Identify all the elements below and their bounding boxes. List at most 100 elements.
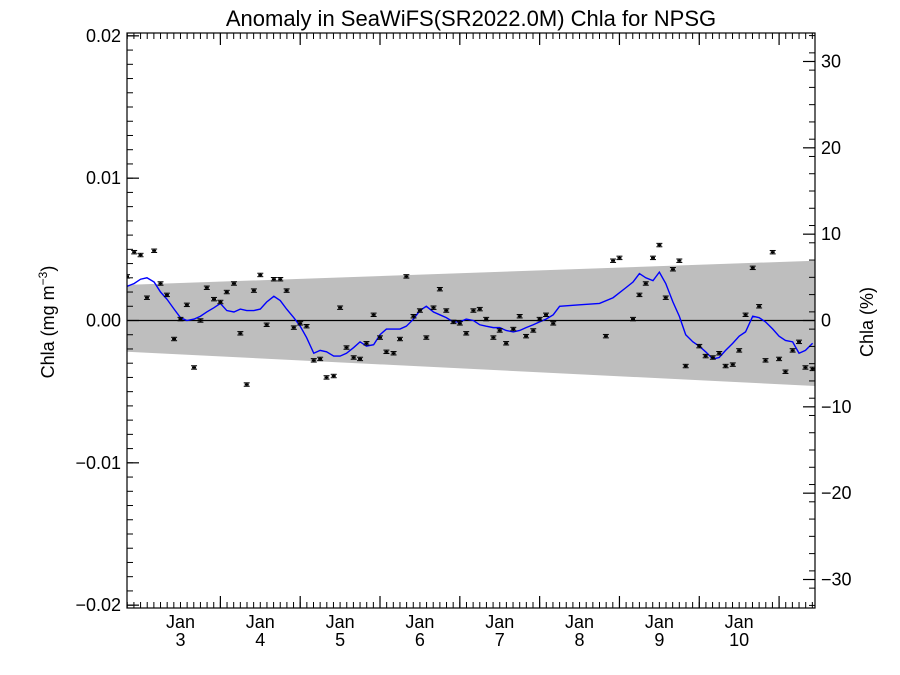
data-point xyxy=(662,295,669,300)
point-marker xyxy=(138,254,143,257)
point-marker xyxy=(544,313,549,316)
data-point xyxy=(357,356,364,362)
x-tick-label-month: Jan xyxy=(645,612,674,632)
data-point xyxy=(543,312,550,318)
x-tick-label-month: Jan xyxy=(326,612,355,632)
point-marker xyxy=(663,296,668,299)
point-marker xyxy=(132,251,137,254)
data-point xyxy=(476,306,483,312)
point-marker xyxy=(192,366,197,369)
x-tick-label-year: 7 xyxy=(495,630,505,650)
point-marker xyxy=(631,318,636,321)
x-tick-label-year: 5 xyxy=(335,630,345,650)
x-tick-label-month: Jan xyxy=(166,612,195,632)
point-marker xyxy=(617,256,622,259)
point-marker xyxy=(637,293,642,296)
y-tick-label-right: 0 xyxy=(821,311,831,331)
y-tick-label-right: −30 xyxy=(821,570,852,590)
point-marker xyxy=(643,282,648,285)
data-point xyxy=(702,353,709,359)
point-marker xyxy=(810,367,815,370)
point-marker xyxy=(611,259,616,262)
point-marker xyxy=(364,342,369,345)
data-point xyxy=(450,319,457,325)
y-tick-label-left: −0.01 xyxy=(75,453,121,473)
data-point xyxy=(696,343,703,349)
data-point xyxy=(503,341,510,346)
point-marker xyxy=(251,289,256,292)
data-point xyxy=(642,281,649,286)
x-tick-label-year: 9 xyxy=(654,630,664,650)
point-marker xyxy=(318,357,323,360)
point-marker xyxy=(331,375,336,378)
data-point xyxy=(263,322,270,327)
point-marker xyxy=(231,282,236,285)
data-point xyxy=(323,375,330,380)
data-point xyxy=(403,274,410,279)
point-marker xyxy=(278,278,283,281)
data-point xyxy=(709,355,716,360)
point-marker xyxy=(424,336,429,339)
y-tick-label-left: −0.02 xyxy=(75,595,121,615)
data-point xyxy=(516,314,523,319)
point-marker xyxy=(730,363,735,366)
x-tick-label-year: 6 xyxy=(415,630,425,650)
point-marker xyxy=(264,323,269,326)
point-marker xyxy=(497,329,502,332)
data-point xyxy=(616,255,623,261)
y-tick-label-right: 30 xyxy=(821,51,841,71)
y-tick-label-left: 0.00 xyxy=(86,311,121,331)
point-marker xyxy=(484,318,489,321)
point-marker xyxy=(411,315,416,318)
data-point xyxy=(490,335,497,340)
point-marker xyxy=(324,376,329,379)
point-marker xyxy=(298,322,303,325)
x-tick-label-year: 3 xyxy=(175,630,185,650)
data-point xyxy=(191,365,198,370)
data-point xyxy=(151,248,158,253)
data-point xyxy=(470,308,477,313)
y-axis-label-close: ) xyxy=(38,266,58,272)
data-point xyxy=(197,318,204,323)
point-marker xyxy=(431,306,436,309)
point-marker xyxy=(531,329,536,332)
data-point xyxy=(143,295,150,300)
data-point xyxy=(496,328,503,333)
x-tick-label-month: Jan xyxy=(725,612,754,632)
point-marker xyxy=(311,359,316,362)
data-point xyxy=(656,242,663,248)
point-marker xyxy=(491,336,496,339)
point-marker xyxy=(271,278,276,281)
running-mean-line xyxy=(127,270,814,360)
plot-content xyxy=(127,242,815,387)
point-marker xyxy=(537,318,542,321)
monthly-points xyxy=(127,242,815,387)
data-point xyxy=(223,289,230,295)
point-marker xyxy=(743,313,748,316)
data-point xyxy=(350,355,357,360)
point-marker xyxy=(144,296,149,299)
y-tick-label-left: 0.02 xyxy=(86,26,121,46)
point-marker xyxy=(358,357,363,360)
point-marker xyxy=(763,359,768,362)
point-marker xyxy=(211,298,216,301)
data-point xyxy=(416,308,423,313)
data-point xyxy=(290,325,297,330)
point-marker xyxy=(178,318,183,321)
point-marker xyxy=(650,256,655,259)
y-axis-label-text: Chla (mg m xyxy=(38,285,58,378)
data-point xyxy=(383,349,390,355)
data-point xyxy=(682,363,689,369)
point-marker xyxy=(304,325,309,328)
data-point xyxy=(257,272,264,278)
x-tick-label-year: 4 xyxy=(255,630,265,650)
data-point xyxy=(343,345,350,350)
y-tick-label-left: 0.01 xyxy=(86,168,121,188)
point-marker xyxy=(158,282,163,285)
data-point xyxy=(796,339,803,345)
point-marker xyxy=(790,349,795,352)
y-tick-label-right: 20 xyxy=(821,138,841,158)
point-marker xyxy=(344,346,349,349)
point-marker xyxy=(204,286,209,289)
data-point xyxy=(423,335,430,340)
